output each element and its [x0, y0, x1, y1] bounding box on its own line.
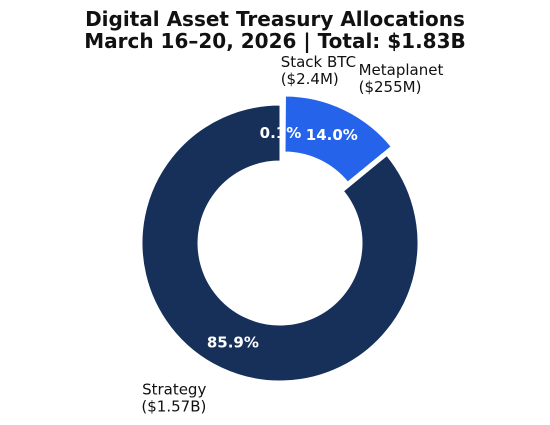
- pct-label-metaplanet: 14.0%: [306, 126, 358, 144]
- labels-group: 0.1% Stack BTC ($2.4M) 14.0% Metaplanet ($255…: [141, 53, 443, 415]
- pct-label-strategy: 85.9%: [207, 333, 259, 351]
- category-label-strategy: Strategy ($1.57B): [141, 380, 206, 415]
- slice-strategy: [141, 104, 419, 382]
- category-label-metaplanet: Metaplanet ($255M): [359, 61, 444, 96]
- chart-subtitle: March 16–20, 2026 | Total: $1.83B: [84, 29, 466, 53]
- pct-label-stack-btc: 0.1%: [260, 124, 302, 142]
- slices-group: [141, 95, 419, 382]
- category-label-stack-btc: Stack BTC ($2.4M): [281, 53, 356, 88]
- slice-metaplanet: [284, 95, 392, 183]
- chart-title: Digital Asset Treasury Allocations: [85, 7, 465, 31]
